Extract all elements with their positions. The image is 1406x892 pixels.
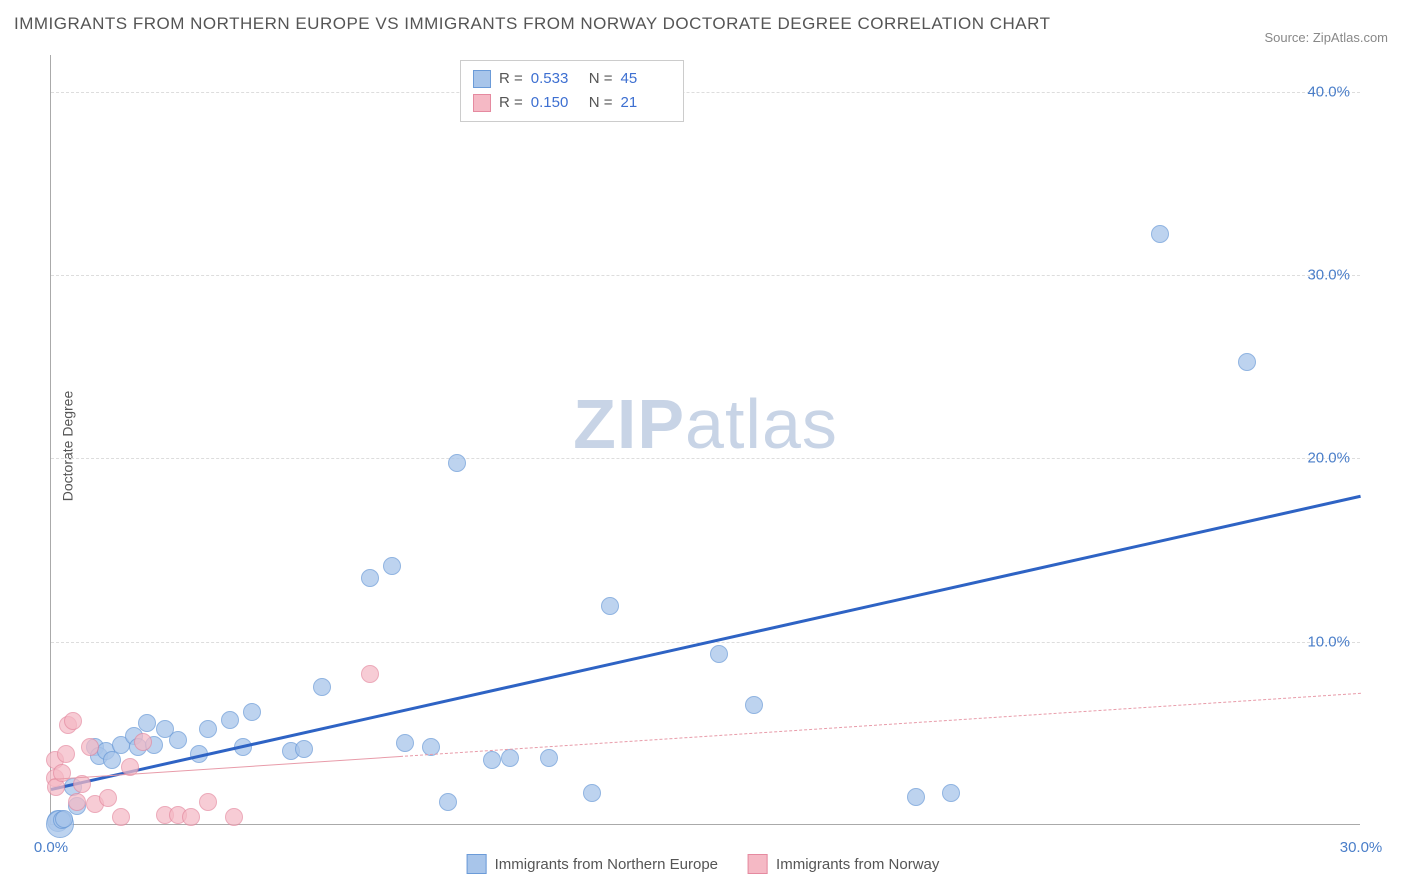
scatter-point: [383, 557, 401, 575]
stat-n-label: N =: [589, 91, 613, 115]
scatter-point: [601, 597, 619, 615]
legend-item: Immigrants from Northern Europe: [467, 854, 718, 874]
scatter-point: [64, 712, 82, 730]
chart-container: IMMIGRANTS FROM NORTHERN EUROPE VS IMMIG…: [0, 0, 1406, 892]
scatter-point: [169, 731, 187, 749]
scatter-point: [583, 784, 601, 802]
scatter-point: [907, 788, 925, 806]
stat-n-label: N =: [589, 67, 613, 91]
gridline: [51, 92, 1360, 93]
scatter-point: [710, 645, 728, 663]
scatter-point: [540, 749, 558, 767]
scatter-point: [99, 789, 117, 807]
stat-swatch: [473, 70, 491, 88]
gridline: [51, 275, 1360, 276]
legend-label: Immigrants from Norway: [776, 856, 939, 873]
trend-line: [400, 693, 1361, 757]
scatter-point: [243, 703, 261, 721]
plot-area: ZIPatlas 10.0%20.0%30.0%40.0%0.0%30.0%: [50, 55, 1360, 825]
legend-swatch: [467, 854, 487, 874]
stat-r-value: 0.150: [531, 91, 581, 115]
scatter-point: [439, 793, 457, 811]
stats-row: R = 0.533 N = 45: [473, 67, 671, 91]
legend-label: Immigrants from Northern Europe: [495, 856, 718, 873]
y-tick-label: 20.0%: [1307, 450, 1350, 467]
stats-row: R = 0.150 N = 21: [473, 91, 671, 115]
scatter-point: [448, 454, 466, 472]
legend-swatch: [748, 854, 768, 874]
gridline: [51, 458, 1360, 459]
scatter-point: [483, 751, 501, 769]
scatter-point: [57, 745, 75, 763]
scatter-point: [134, 733, 152, 751]
scatter-point: [68, 793, 86, 811]
scatter-point: [361, 569, 379, 587]
scatter-point: [942, 784, 960, 802]
scatter-point: [1238, 353, 1256, 371]
stat-n-value: 21: [621, 91, 671, 115]
watermark-bold: ZIP: [573, 385, 685, 463]
stats-box: R = 0.533 N = 45 R = 0.150 N = 21: [460, 60, 684, 122]
scatter-point: [199, 720, 217, 738]
x-tick-label: 0.0%: [34, 839, 68, 856]
bottom-legend: Immigrants from Northern Europe Immigrant…: [467, 854, 940, 874]
stat-r-value: 0.533: [531, 67, 581, 91]
x-tick-label: 30.0%: [1340, 839, 1383, 856]
scatter-point: [501, 749, 519, 767]
watermark-rest: atlas: [685, 385, 838, 463]
scatter-point: [361, 665, 379, 683]
legend-item: Immigrants from Norway: [748, 854, 939, 874]
stat-r-label: R =: [499, 67, 523, 91]
scatter-point: [396, 734, 414, 752]
scatter-point: [745, 696, 763, 714]
y-tick-label: 10.0%: [1307, 633, 1350, 650]
scatter-point: [199, 793, 217, 811]
trend-line: [51, 495, 1362, 791]
scatter-point: [313, 678, 331, 696]
chart-title: IMMIGRANTS FROM NORTHERN EUROPE VS IMMIG…: [14, 14, 1050, 34]
source-label: Source: ZipAtlas.com: [1264, 30, 1388, 45]
stat-r-label: R =: [499, 91, 523, 115]
scatter-point: [138, 714, 156, 732]
scatter-point: [1151, 225, 1169, 243]
stat-n-value: 45: [621, 67, 671, 91]
scatter-point: [112, 808, 130, 826]
scatter-point: [221, 711, 239, 729]
scatter-point: [225, 808, 243, 826]
stat-swatch: [473, 94, 491, 112]
scatter-point: [295, 740, 313, 758]
watermark: ZIPatlas: [573, 384, 838, 464]
y-tick-label: 40.0%: [1307, 83, 1350, 100]
scatter-point: [182, 808, 200, 826]
scatter-point: [81, 738, 99, 756]
y-tick-label: 30.0%: [1307, 267, 1350, 284]
